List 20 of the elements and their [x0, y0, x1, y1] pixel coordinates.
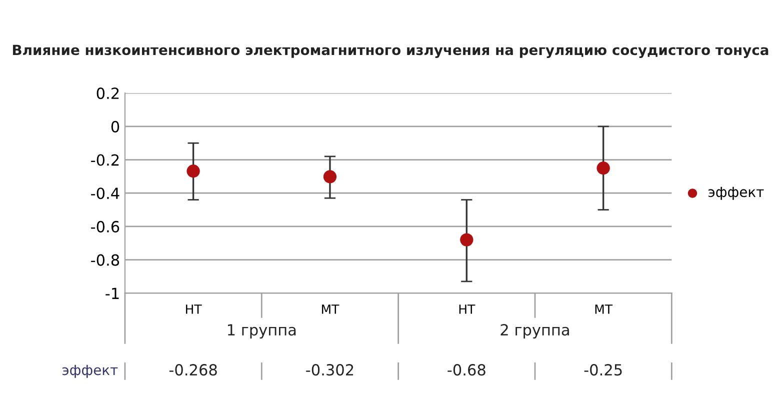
y-tick-label: -1	[106, 288, 119, 299]
data-label: -0.25	[584, 364, 622, 376]
y-tick-label: -0.4	[91, 188, 120, 200]
x-tick-label: НТ	[459, 304, 476, 314]
text: 2 группа	[500, 324, 569, 339]
x-tick-label: НТ	[186, 304, 202, 314]
x-tick-label: МТ	[595, 304, 613, 314]
data-label: -0.302	[306, 364, 354, 376]
y-tick-label: -0.2	[91, 154, 119, 166]
x-tick-label: МТ	[322, 304, 340, 314]
y-tick-label: -0.8	[91, 254, 120, 266]
data-label: -0.68	[448, 364, 486, 376]
text: эффект	[62, 364, 118, 378]
y-tick-label: -0.6	[91, 220, 120, 232]
legend-label: эффект	[708, 186, 764, 200]
data-label: -0.268	[169, 364, 217, 376]
text: 1 группа	[228, 324, 296, 339]
y-tick-label: 0	[111, 120, 120, 132]
chart-title: Влияние низкоинтенсивного электромагнитного излучения на регуляцию сосудистого тонуса	[13, 44, 768, 58]
y-tick-label: 0.2	[96, 88, 119, 100]
